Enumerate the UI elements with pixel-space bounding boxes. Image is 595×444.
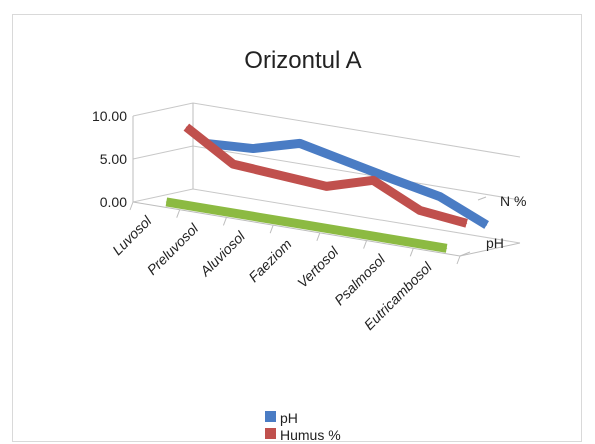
legend-label: Humus % xyxy=(280,427,341,443)
data-point xyxy=(392,178,394,180)
data-point xyxy=(486,224,488,226)
category-label: Psalmosol xyxy=(331,251,389,309)
y-axis-ticks: 0.00 5.00 10.00 xyxy=(92,108,127,210)
depth-axis-label: pH xyxy=(486,235,504,251)
y-tick-label: 0.00 xyxy=(100,194,127,210)
category-label: Faeziom xyxy=(245,236,295,286)
legend-swatch xyxy=(265,411,276,422)
data-point xyxy=(232,163,234,165)
depth-tick xyxy=(477,196,487,201)
data-point xyxy=(446,247,448,249)
category-tick xyxy=(269,224,274,234)
legend-swatch xyxy=(265,428,276,439)
data-point xyxy=(252,148,254,150)
chart-title: Orizontul A xyxy=(244,47,361,74)
data-point xyxy=(299,142,301,144)
legend-label: pH xyxy=(280,410,298,426)
y-tick-label: 10.00 xyxy=(92,108,127,124)
data-point xyxy=(306,224,307,226)
depth-tick xyxy=(459,251,471,257)
series-layer xyxy=(165,123,489,253)
data-point xyxy=(326,185,327,187)
data-point xyxy=(212,209,214,211)
category-tick xyxy=(222,217,227,226)
y-tick-label: 5.00 xyxy=(100,151,127,167)
data-point xyxy=(399,240,401,242)
category-label: Luvosol xyxy=(109,212,155,258)
data-point xyxy=(185,126,187,128)
category-label: Preluvosol xyxy=(144,220,202,278)
data-point xyxy=(259,216,261,218)
data-point xyxy=(372,179,374,181)
data-point xyxy=(439,196,441,198)
category-tick xyxy=(129,201,134,211)
data-point xyxy=(352,232,354,234)
data-point xyxy=(279,174,281,176)
data-point xyxy=(346,160,347,162)
category-label: Aluviosol xyxy=(196,227,248,279)
category-tick xyxy=(176,209,181,218)
category-tick xyxy=(456,255,461,265)
category-tick xyxy=(316,232,321,242)
category-tick xyxy=(409,248,414,257)
depth-axis-label: N % xyxy=(500,193,526,209)
data-point xyxy=(466,222,468,224)
category-label: Vertosol xyxy=(294,243,342,291)
depth-axis-labels: N % pH xyxy=(459,193,526,257)
data-point xyxy=(165,201,167,203)
category-tick xyxy=(363,240,368,249)
data-point xyxy=(419,209,421,211)
